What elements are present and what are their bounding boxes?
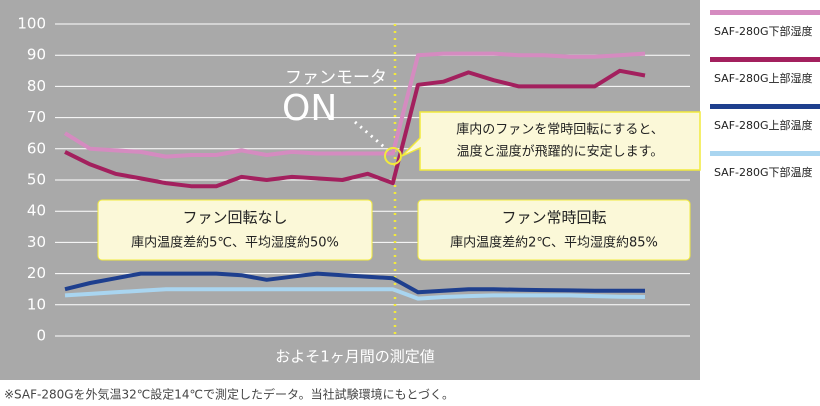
legend-label: SAF-280G上部湿度: [714, 71, 813, 85]
note-text: 庫内温度差約5℃、平均湿度約50%: [131, 235, 339, 251]
marker: [384, 147, 402, 165]
annotation: ON: [282, 88, 337, 129]
y-tick-label: 10: [27, 295, 46, 313]
legend-swatch: [710, 104, 820, 109]
y-tick-label: 20: [27, 264, 46, 282]
y-tick-label: 40: [27, 202, 46, 220]
y-tick-label: 60: [27, 139, 46, 157]
legend-label: SAF-280G下部湿度: [714, 24, 813, 38]
callout-text: 庫内のファンを常時回転にすると、: [456, 122, 664, 138]
y-tick-label: 30: [27, 233, 46, 251]
series-line: [64, 271, 645, 295]
annotation: ファンモータ: [285, 68, 387, 88]
footnote: ※SAF-280Gを外気温32℃設定14℃で測定したデータ。当社試験環境にもとづ…: [4, 387, 454, 402]
y-tick-label: 100: [17, 15, 46, 33]
legend-label: SAF-280G下部温度: [714, 165, 813, 179]
callout-text: 温度と湿度が飛躍的に安定します。: [457, 144, 664, 160]
legend-swatch: [710, 151, 820, 156]
note-title: ファン常時回転: [501, 209, 606, 227]
plot-background: [0, 0, 700, 380]
note-box: [97, 199, 373, 261]
legend-label: SAF-280G上部温度: [714, 118, 813, 132]
series-line: [63, 51, 646, 159]
callout: [401, 111, 701, 171]
series-line: [64, 287, 646, 301]
x-axis-label: およそ1ヶ月間の測定値: [275, 348, 435, 366]
legend-swatch: [710, 57, 820, 62]
y-tick-label: 70: [27, 108, 46, 126]
series-line: [64, 68, 646, 189]
y-tick-label: 80: [27, 77, 46, 95]
note-title: ファン回転なし: [182, 209, 287, 227]
pointer: [354, 120, 391, 154]
y-tick-label: 50: [27, 171, 46, 189]
note-text: 庫内温度差約2℃、平均湿度約85%: [450, 235, 658, 251]
y-tick-label: 0: [36, 327, 46, 345]
y-tick-label: 90: [27, 46, 46, 64]
note-box: [417, 199, 691, 261]
legend-swatch: [710, 10, 820, 15]
